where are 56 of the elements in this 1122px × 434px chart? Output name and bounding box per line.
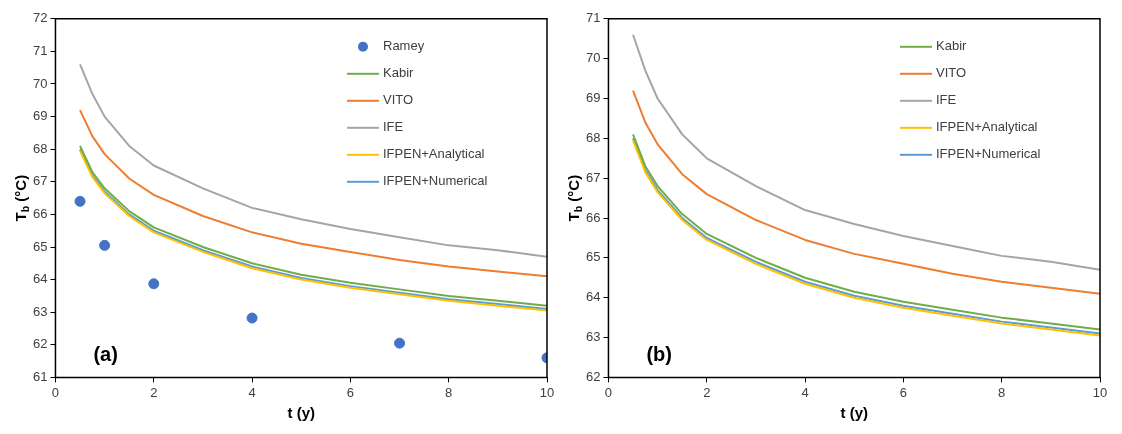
annotation: (a) (93, 342, 118, 365)
legend-label: IFE (383, 119, 404, 135)
legend-label: IFE (936, 92, 957, 108)
x-tick-label: 2 (150, 384, 158, 400)
x-axis-title: t (y) (840, 404, 868, 422)
y-tick-label: 72 (32, 10, 48, 26)
y-tick-label: 68 (32, 140, 48, 156)
x-axis-title: t (y) (287, 404, 315, 422)
y-tick-label: 69 (585, 90, 601, 106)
x-tick-label: 4 (801, 384, 809, 400)
x-tick-label: 0 (51, 384, 60, 400)
y-tick-label: 64 (585, 289, 601, 305)
y-tick-label: 71 (585, 10, 601, 26)
y-axis-title: Tb (°C) (565, 174, 585, 222)
x-tick-label: 8 (445, 384, 453, 400)
point (246, 312, 258, 324)
y-tick-label: 61 (32, 368, 48, 384)
y-tick-label: 62 (32, 336, 48, 352)
legend-label: IFPEN+Analytical (936, 119, 1038, 135)
y-tick-label: 70 (32, 75, 48, 91)
point (394, 337, 406, 349)
y-tick-label: 68 (585, 129, 601, 145)
y-tick-label: 70 (585, 50, 601, 66)
annotation: (b) (646, 342, 673, 365)
y-tick-label: 64 (32, 271, 48, 287)
legend-label: IFPEN+Numerical (383, 173, 488, 189)
legend-label: VITO (936, 65, 967, 81)
x-tick-label: 2 (703, 384, 711, 400)
legend-label: IFPEN+Analytical (383, 146, 485, 162)
y-tick-label: 66 (585, 209, 601, 225)
legend-label: IFPEN+Numerical (936, 146, 1041, 162)
x-tick-label: 0 (604, 384, 613, 400)
y-tick-label: 66 (32, 205, 48, 221)
legend-label: Kabir (383, 65, 415, 81)
y-axis-title: Tb (°C) (12, 174, 32, 222)
y-tick-label: 71 (32, 42, 48, 58)
x-tick-label: 4 (248, 384, 256, 400)
x-tick-label: 8 (998, 384, 1006, 400)
legend-label: VITO (383, 92, 414, 108)
legend-label: Ramey (383, 38, 425, 54)
y-tick-label: 63 (32, 303, 48, 319)
y-tick-label: 65 (585, 249, 601, 265)
y-tick-label: 69 (32, 108, 48, 124)
x-tick-label: 6 (899, 384, 907, 400)
x-tick-label: 6 (346, 384, 354, 400)
y-tick-label: 67 (585, 169, 601, 185)
point (148, 278, 160, 290)
point (74, 195, 86, 207)
legend-label: Kabir (936, 38, 968, 54)
x-tick-label: 10 (1092, 384, 1108, 400)
y-tick-label: 63 (585, 329, 601, 345)
y-tick-label: 67 (32, 173, 48, 189)
x-tick-label: 10 (539, 384, 555, 400)
y-tick-label: 65 (32, 238, 48, 254)
point (99, 239, 111, 251)
y-tick-label: 62 (585, 368, 601, 384)
